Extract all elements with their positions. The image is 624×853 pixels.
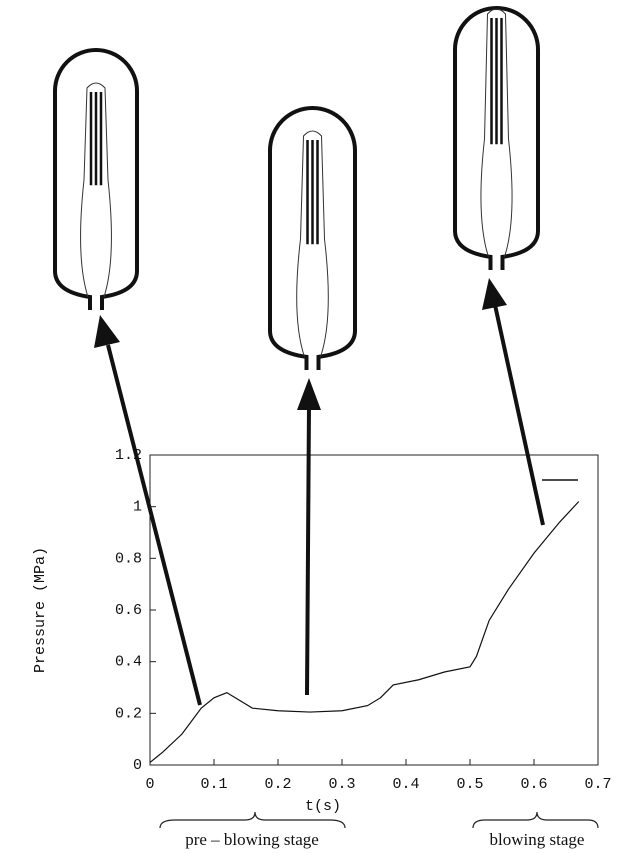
x-tick-label: 0.2: [264, 776, 291, 793]
x-axis-label: t(s): [305, 798, 341, 815]
x-tick-label: 0.3: [328, 776, 355, 793]
preform: [80, 82, 112, 298]
bottle-outline: [453, 6, 540, 270]
y-tick-label: 0.6: [115, 602, 142, 619]
annotation: pre – blowing stage: [185, 830, 319, 849]
annotation: blowing stage: [490, 830, 585, 849]
bottle-outline: [53, 48, 139, 310]
arrowhead: [94, 315, 120, 348]
y-tick-label: 1.2: [115, 447, 142, 464]
arrow: [493, 304, 545, 526]
x-tick-label: 0.7: [584, 776, 611, 793]
arrow: [106, 344, 202, 706]
preform: [296, 130, 329, 358]
x-tick-label: 0.4: [392, 776, 419, 793]
arrowhead: [482, 278, 507, 310]
x-tick-label: 0.5: [456, 776, 483, 793]
y-tick-label: 0: [133, 757, 142, 774]
x-tick-label: 0.6: [520, 776, 547, 793]
y-tick-label: 0.2: [115, 705, 142, 722]
brace: [159, 811, 346, 829]
brace: [472, 811, 599, 829]
plot-frame: [149, 454, 599, 766]
data-line: [149, 501, 580, 763]
y-tick-label: 0.8: [115, 550, 142, 567]
y-tick-label: 1: [133, 499, 142, 516]
arrowhead: [297, 378, 321, 410]
y-axis-label: Pressure (MPa): [32, 547, 49, 673]
x-tick-label: 0.1: [200, 776, 227, 793]
bottle-outline: [268, 106, 357, 370]
y-tick-label: 0.4: [115, 654, 142, 671]
arrow: [305, 404, 311, 696]
preform: [480, 8, 513, 258]
x-tick-label: 0: [145, 776, 154, 793]
